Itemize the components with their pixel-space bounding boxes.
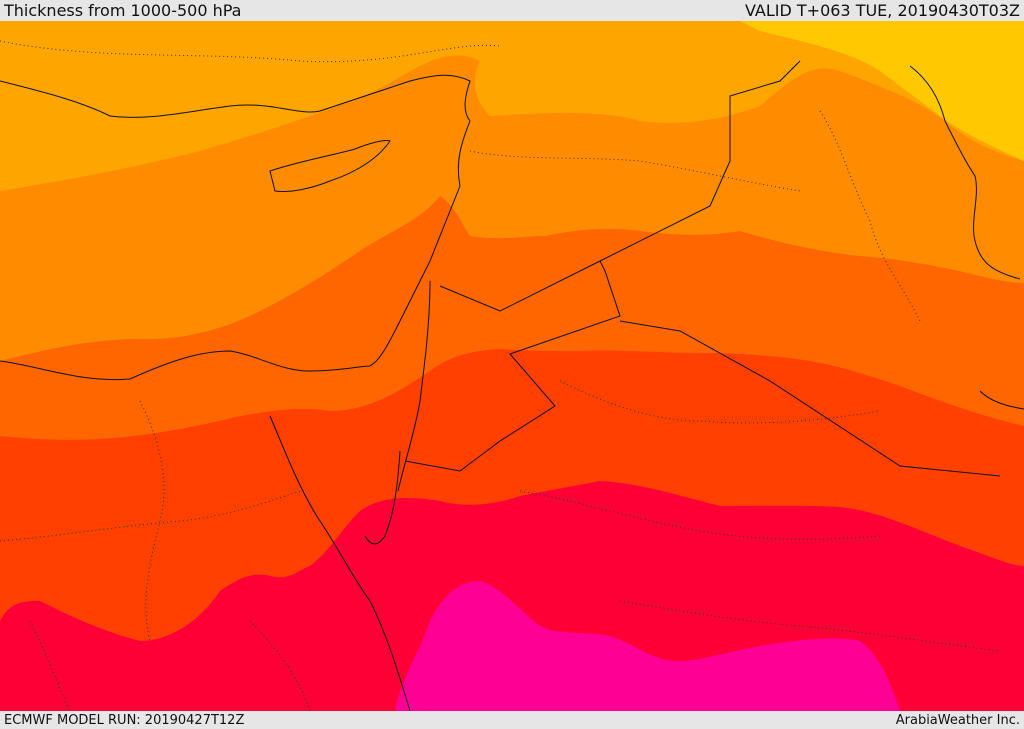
- valid-time: VALID T+063 TUE, 20190430T03Z: [744, 1, 1020, 20]
- brand-credit: ArabiaWeather Inc.: [895, 712, 1020, 728]
- band-7: [395, 581, 900, 711]
- map-header: Thickness from 1000-500 hPa VALID T+063 …: [0, 0, 1024, 21]
- map-footer: ECMWF MODEL RUN: 20190427T12Z ArabiaWeat…: [0, 711, 1024, 729]
- band-1: [740, 21, 1024, 161]
- coastlines: [0, 60, 1024, 711]
- thickness-map: [0, 21, 1024, 711]
- model-run: ECMWF MODEL RUN: 20190427T12Z: [4, 712, 245, 728]
- internal-borders: [0, 40, 1001, 711]
- map-canvas: [0, 21, 1024, 711]
- map-title: Thickness from 1000-500 hPa: [4, 1, 242, 20]
